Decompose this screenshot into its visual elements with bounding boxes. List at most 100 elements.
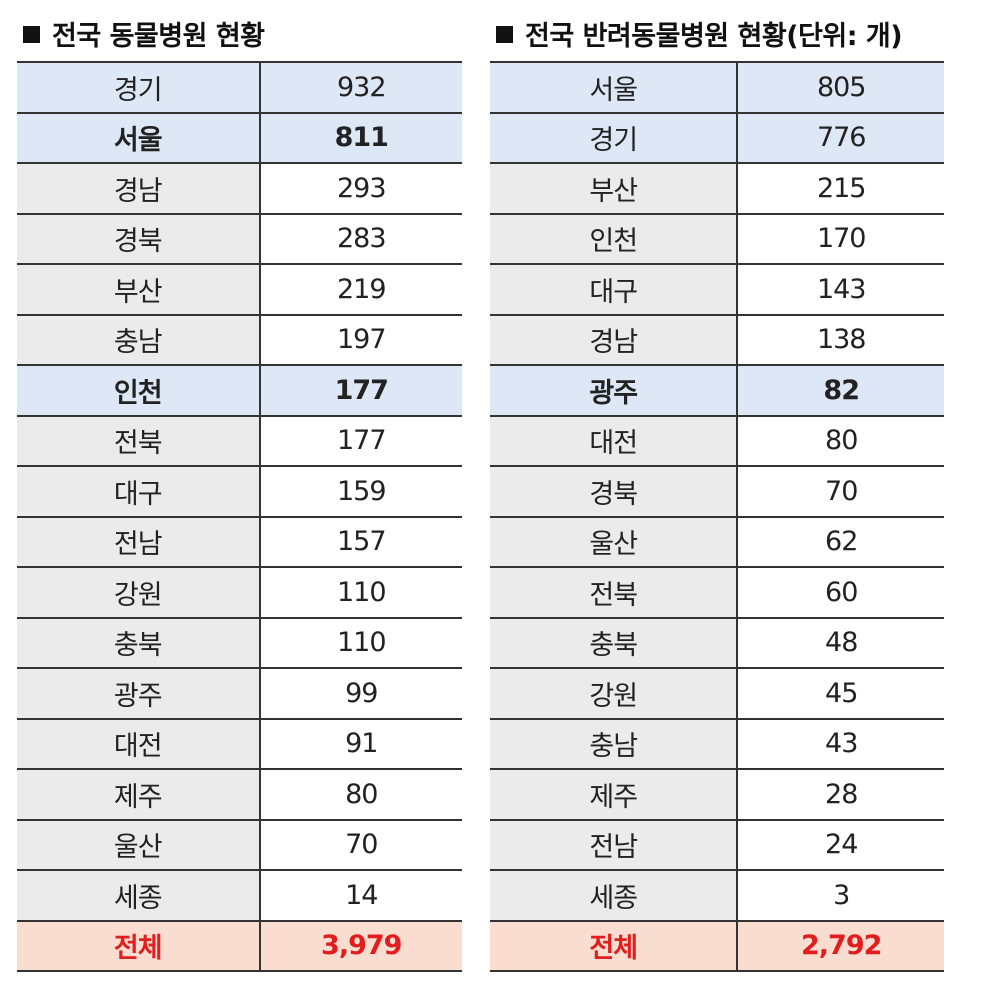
count-cell: 159 <box>259 465 462 518</box>
count-cell: 82 <box>737 364 944 417</box>
table-row: 대전 80 <box>490 414 944 467</box>
table-row: 경북 283 <box>17 212 462 265</box>
count-cell: 3 <box>737 869 944 922</box>
region-cell: 광주 <box>17 667 261 720</box>
table-row: 경북 70 <box>490 465 944 518</box>
count-cell: 70 <box>737 465 944 518</box>
count-cell: 45 <box>737 667 944 720</box>
region-cell: 경북 <box>490 465 739 518</box>
table-row: 충남 43 <box>490 717 944 770</box>
region-cell: 강원 <box>490 667 739 720</box>
table-row: 부산 219 <box>17 263 462 316</box>
count-cell: 91 <box>259 717 462 770</box>
region-cell: 충북 <box>17 616 261 669</box>
table-title: 전국 반려동물병원 현황(단위: 개) <box>496 14 903 53</box>
count-cell: 48 <box>737 616 944 669</box>
count-cell: 932 <box>259 61 462 114</box>
table-row: 전남 24 <box>490 818 944 871</box>
region-cell: 부산 <box>17 263 261 316</box>
count-cell: 215 <box>737 162 944 215</box>
table-row: 광주 82 <box>490 364 944 417</box>
count-cell: 43 <box>737 717 944 770</box>
table-row: 서울 811 <box>17 111 462 164</box>
table-row: 강원 110 <box>17 566 462 619</box>
table-row: 대구 159 <box>17 465 462 518</box>
total-row: 전체 2,792 <box>490 919 944 972</box>
table-row: 강원 45 <box>490 667 944 720</box>
total-row: 전체 3,979 <box>17 919 462 972</box>
region-cell: 서울 <box>490 61 739 114</box>
total-label: 전체 <box>17 919 261 972</box>
table-row: 대구 143 <box>490 263 944 316</box>
region-cell: 부산 <box>490 162 739 215</box>
count-cell: 62 <box>737 515 944 568</box>
table-title-text: 전국 동물병원 현황 <box>52 21 265 52</box>
table-row: 충북 110 <box>17 616 462 669</box>
region-cell: 울산 <box>490 515 739 568</box>
count-cell: 70 <box>259 818 462 871</box>
count-cell: 24 <box>737 818 944 871</box>
count-cell: 80 <box>737 414 944 467</box>
count-cell: 805 <box>737 61 944 114</box>
count-cell: 143 <box>737 263 944 316</box>
region-cell: 경기 <box>490 111 739 164</box>
region-cell: 제주 <box>17 768 261 821</box>
region-cell: 충남 <box>490 717 739 770</box>
region-cell: 대전 <box>17 717 261 770</box>
count-cell: 99 <box>259 667 462 720</box>
square-bullet-icon <box>496 26 513 43</box>
region-cell: 서울 <box>17 111 261 164</box>
count-cell: 177 <box>259 364 462 417</box>
table-row: 제주 28 <box>490 768 944 821</box>
table-row: 세종 14 <box>17 869 462 922</box>
region-cell: 제주 <box>490 768 739 821</box>
total-value: 2,792 <box>737 919 944 972</box>
region-cell: 전북 <box>17 414 261 467</box>
count-cell: 811 <box>259 111 462 164</box>
square-bullet-icon <box>23 26 40 43</box>
table-row: 경남 293 <box>17 162 462 215</box>
table-row: 전북 60 <box>490 566 944 619</box>
table-row: 대전 91 <box>17 717 462 770</box>
region-cell: 울산 <box>17 818 261 871</box>
table-row: 충북 48 <box>490 616 944 669</box>
region-cell: 충북 <box>490 616 739 669</box>
table-row: 제주 80 <box>17 768 462 821</box>
count-cell: 170 <box>737 212 944 265</box>
count-cell: 138 <box>737 313 944 366</box>
table-row: 전북 177 <box>17 414 462 467</box>
region-cell: 강원 <box>17 566 261 619</box>
count-cell: 177 <box>259 414 462 467</box>
count-cell: 283 <box>259 212 462 265</box>
table-title-text: 전국 반려동물병원 현황(단위: 개) <box>525 21 903 52</box>
table-row: 울산 70 <box>17 818 462 871</box>
table-row: 전남 157 <box>17 515 462 568</box>
region-cell: 인천 <box>17 364 261 417</box>
table-row: 광주 99 <box>17 667 462 720</box>
count-cell: 110 <box>259 616 462 669</box>
region-cell: 충남 <box>17 313 261 366</box>
table-title: 전국 동물병원 현황 <box>23 14 265 53</box>
table-row: 경기 776 <box>490 111 944 164</box>
animal-hospital-table: 경기 932 서울 811 경남 293 경북 283 부산 219 충남 197 인천 177 전북 177… <box>17 61 462 972</box>
region-cell: 광주 <box>490 364 739 417</box>
count-cell: 776 <box>737 111 944 164</box>
table-row: 울산 62 <box>490 515 944 568</box>
count-cell: 219 <box>259 263 462 316</box>
count-cell: 293 <box>259 162 462 215</box>
region-cell: 전남 <box>17 515 261 568</box>
table-row: 인천 177 <box>17 364 462 417</box>
count-cell: 110 <box>259 566 462 619</box>
count-cell: 14 <box>259 869 462 922</box>
region-cell: 경남 <box>490 313 739 366</box>
region-cell: 대구 <box>17 465 261 518</box>
region-cell: 세종 <box>490 869 739 922</box>
total-value: 3,979 <box>259 919 462 972</box>
table-row: 경기 932 <box>17 61 462 114</box>
table-row: 부산 215 <box>490 162 944 215</box>
count-cell: 60 <box>737 566 944 619</box>
table-row: 서울 805 <box>490 61 944 114</box>
region-cell: 전북 <box>490 566 739 619</box>
region-cell: 경기 <box>17 61 261 114</box>
count-cell: 80 <box>259 768 462 821</box>
